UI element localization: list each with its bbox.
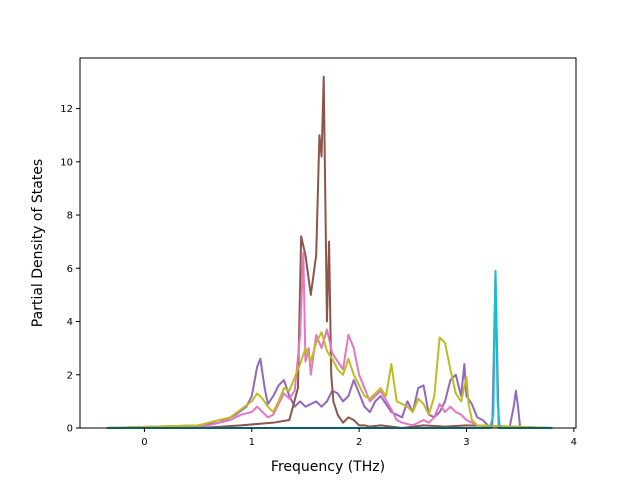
y-tick-label: 0 (67, 424, 73, 435)
series-line-4 (106, 331, 553, 429)
y-axis-label: Partial Density of States (30, 159, 46, 327)
y-tick-label: 2 (67, 370, 73, 381)
axes-frame (79, 57, 577, 429)
series-line-3 (106, 251, 553, 429)
y-tick-label: 10 (60, 157, 73, 168)
x-tick-label: 3 (463, 437, 469, 448)
y-tick-label: 4 (67, 317, 73, 328)
x-tick-label: 1 (249, 437, 255, 448)
y-axis: 0 2 4 6 8 10 12 (60, 104, 80, 435)
x-axis: 0 1 2 3 4 (141, 428, 577, 448)
x-tick-label: 2 (356, 437, 362, 448)
x-tick-label: 4 (571, 437, 577, 448)
plot-lines (106, 75, 553, 429)
series-line-2 (106, 75, 553, 429)
x-tick-label: 0 (141, 437, 147, 448)
y-tick-label: 8 (67, 211, 73, 222)
x-axis-label: Frequency (THz) (271, 459, 385, 475)
y-tick-label: 12 (60, 104, 73, 115)
y-tick-label: 6 (67, 264, 73, 275)
